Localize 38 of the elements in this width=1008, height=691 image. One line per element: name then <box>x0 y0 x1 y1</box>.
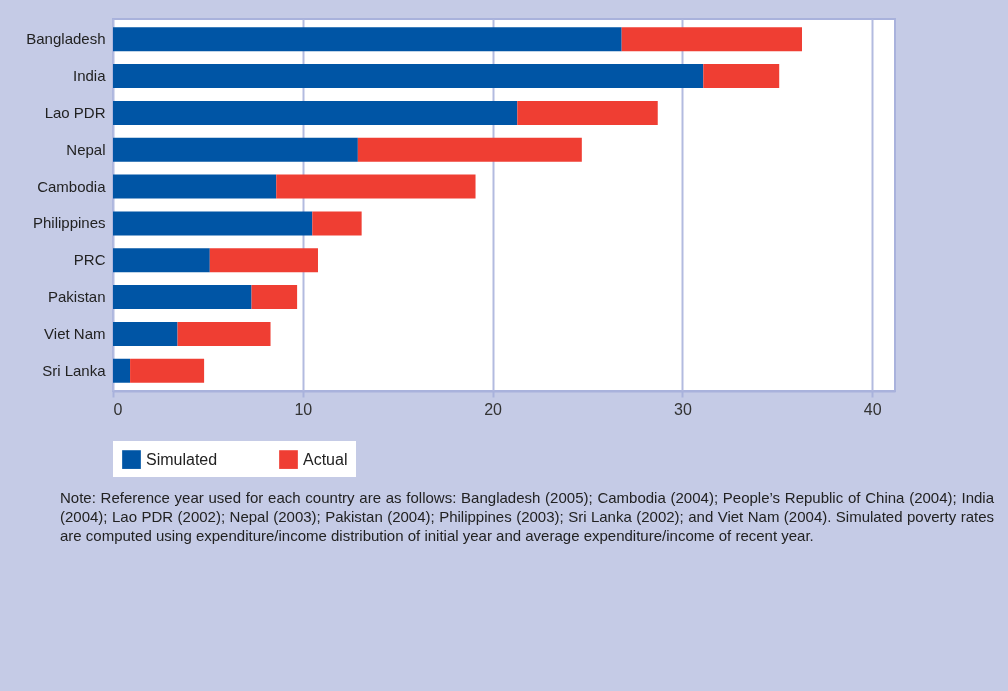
y-tick-label: Pakistan <box>47 288 106 306</box>
y-tick-label: Bangladesh <box>26 30 106 48</box>
bar <box>703 64 780 89</box>
bar <box>113 285 252 310</box>
y-tick-label: India <box>72 67 107 85</box>
bar <box>113 64 704 89</box>
bar <box>113 174 277 199</box>
y-tick-label: Philippines <box>32 214 106 232</box>
bar <box>251 285 298 310</box>
bar <box>113 27 622 52</box>
bar <box>113 321 178 346</box>
bar <box>517 100 658 125</box>
x-tick-label: 30 <box>674 400 692 418</box>
legend-label: Simulated <box>146 450 218 468</box>
bar <box>177 321 271 346</box>
bar <box>113 248 210 273</box>
bar <box>113 137 358 162</box>
text: Note: Reference year used for each country are as follows: Bangladesh (2005); Cambodia (2004); People’s Republic of China (2004); India (2004); Lao PDR (2002); Nepal (2003); Pakistan (2004); Philippines (2003); Sri Lanka (2002); and Viet Nam (2004). Simulated poverty rates are computed using expenditure/income distribution of initial year and average expenditure/income of recent year. <box>60 488 994 545</box>
y-tick-label: Viet Nam <box>44 324 106 342</box>
bar <box>621 27 802 52</box>
x-tick-label: 20 <box>484 400 503 418</box>
bar <box>130 358 205 383</box>
bar <box>113 100 518 125</box>
bar <box>113 211 313 236</box>
bar <box>209 248 318 273</box>
x-tick-label: 40 <box>863 400 882 418</box>
y-tick-label: Lao PDR <box>44 103 106 121</box>
y-tick-label: Sri Lanka <box>42 361 107 379</box>
bar <box>113 358 131 383</box>
x-tick-label: 0 <box>113 400 123 418</box>
legend-label: Actual <box>303 450 348 468</box>
y-tick-label: Nepal <box>66 140 106 158</box>
x-tick-label: 10 <box>294 400 313 418</box>
bar <box>312 211 362 236</box>
y-tick-label: Cambodia <box>37 177 107 195</box>
y-tick-label: PRC <box>73 251 106 269</box>
bar <box>276 174 476 199</box>
bar <box>357 137 582 162</box>
